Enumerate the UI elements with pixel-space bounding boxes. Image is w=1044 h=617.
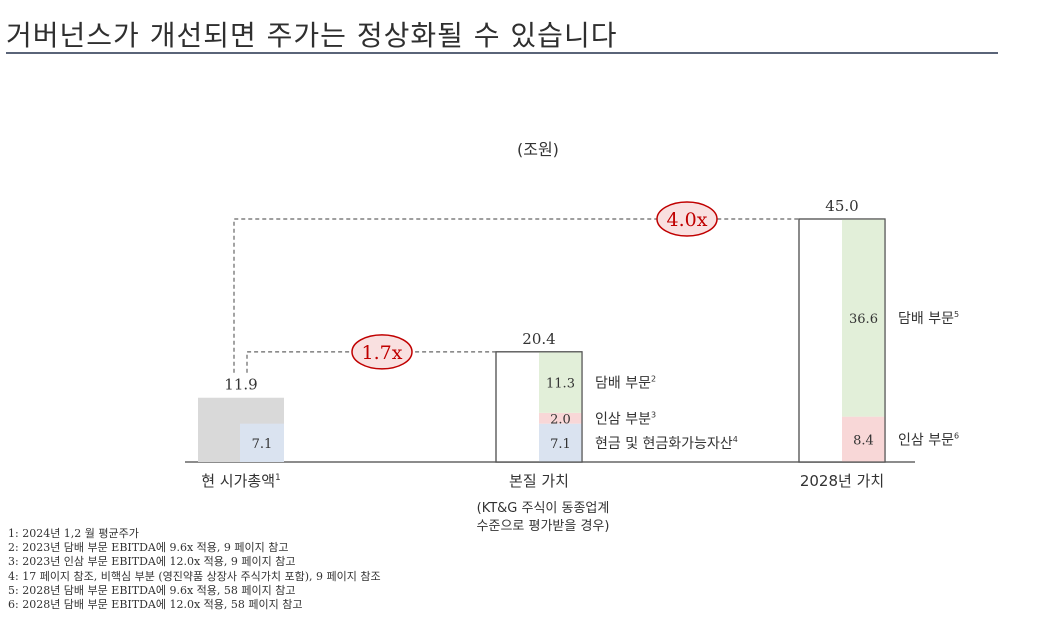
footnote-1: 1: 2024년 1,2 월 평균주가 [8,527,139,540]
bar-segment [842,416,885,462]
bar-segment-market-cap-cash [240,423,284,462]
segment-name-label: 담배 부문5 [898,310,959,327]
footnote-2: 2: 2023년 담배 부문 EBITDA에 9.6x 적용, 9 페이지 참고 [8,541,289,555]
data-label: 11.3 [546,376,575,391]
bar-segment [539,351,582,413]
footnote-5: 5: 2028년 담배 부문 EBITDA에 9.6x 적용, 58 페이지 참… [8,583,296,597]
multiple-badge [351,334,413,370]
footnote-marker: 6 [954,431,959,440]
footnote-4: 4: 17 페이지 참조, 비핵심 부분 (영진약품 상장사 주식가치 포함),… [8,569,381,583]
footnotes: 1: 2024년 1,2 월 평균주가 2: 2023년 담배 부문 EBITD… [8,527,381,612]
page-title: 거버넌스가 개선되면 주가는 정상화될 수 있습니다 [6,19,618,52]
footnote-marker: 2 [651,374,656,383]
category-label: 본질 가치 [509,472,569,490]
title-rule [6,52,998,54]
footnote-marker: 3 [651,410,656,419]
segment-name-label: 인삼 부분3 [595,410,656,427]
data-label: 36.6 [849,312,878,327]
multiple-connector [233,218,799,373]
bar-segment [539,423,582,462]
bar-outline-border [495,351,583,463]
segment-name-label: 인삼 부문6 [898,431,959,448]
footnote-3: 3: 2023년 인삼 부문 EBITDA에 12.0x 적용, 9 페이지 참… [8,555,296,569]
total-label: 20.4 [522,330,555,348]
multiple-label: 4.0x [667,209,708,231]
category-sublabel: 수준으로 평가받을 경우) [477,519,610,534]
data-label: 7.1 [252,437,273,452]
segment-name-label: 현금 및 현금화가능자산4 [595,435,738,452]
multiple-badge [656,201,718,237]
category-sublabel: (KT&G 주식이 동종업계 [477,501,610,516]
data-label: 8.4 [853,433,874,448]
total-label: 11.9 [224,376,257,394]
footnote-6: 6: 2028년 담배 부문 EBITDA에 12.0x 적용, 58 페이지 … [8,598,303,612]
data-label: 2.0 [550,412,571,427]
footnote-marker: 5 [954,310,959,319]
data-label: 7.1 [550,437,571,452]
segment-name-label: 담배 부문2 [595,374,656,391]
bar-outline-border [798,218,886,463]
footnote-marker: 1 [275,473,281,483]
category-label: 현 시가총액1 [201,472,281,490]
total-label: 45.0 [825,197,858,215]
category-label: 2028년 가치 [800,472,884,490]
multiple-label: 1.7x [362,342,403,364]
footnote-marker: 4 [733,435,738,444]
unit-label: (조원) [517,140,559,159]
bar-segment [842,219,885,417]
bar-segment [539,412,582,424]
